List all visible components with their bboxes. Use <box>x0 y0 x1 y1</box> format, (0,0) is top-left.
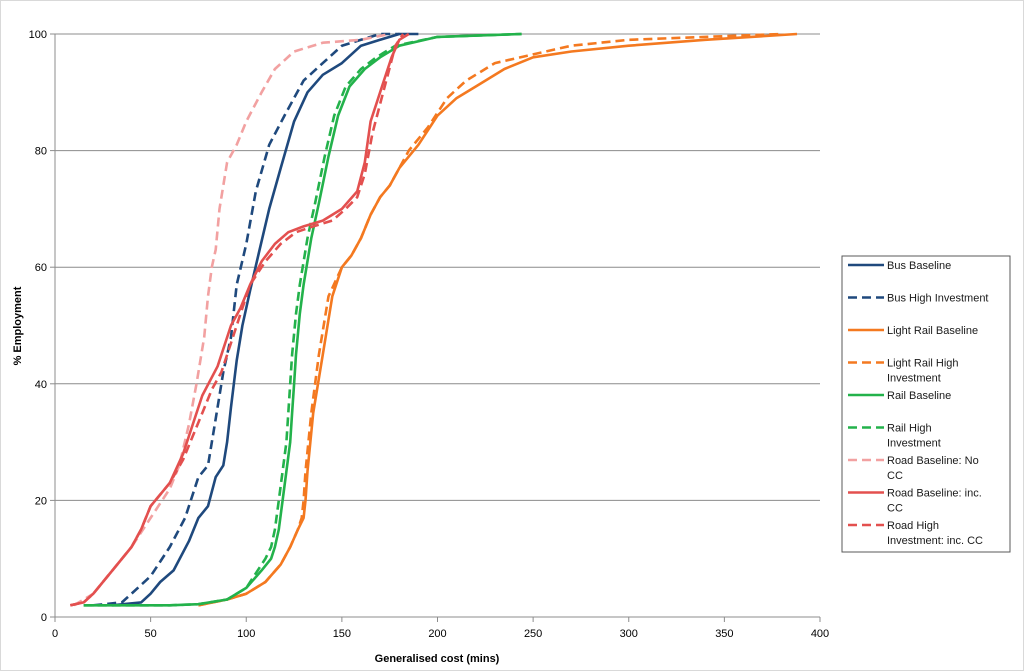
x-tick-label-200: 200 <box>428 628 446 640</box>
series-line-5 <box>83 32 522 607</box>
legend-label-1: Bus High Investment <box>887 293 989 305</box>
x-tick-label-400: 400 <box>811 628 829 640</box>
axes <box>50 33 821 622</box>
series-line-2 <box>198 32 798 607</box>
y-axis-title: % Employment <box>12 286 24 365</box>
series-line-6 <box>73 32 390 607</box>
legend-label-6: Road Baseline: No CC <box>887 455 979 482</box>
y-tick-label-40: 40 <box>35 379 47 391</box>
y-tick-label-0: 0 <box>41 612 47 624</box>
x-tick-labels: 0 50 100 150 200 250 300 350 400 <box>52 628 829 640</box>
y-tick-label-20: 20 <box>35 495 47 507</box>
legend-label-2: Light Rail Baseline <box>887 325 978 337</box>
x-tick-label-250: 250 <box>524 628 542 640</box>
legend-label-5: Rail High Investment <box>887 423 941 450</box>
y-tick-label-60: 60 <box>35 262 47 274</box>
y-tick-label-100: 100 <box>29 29 47 41</box>
series-line-8 <box>70 33 405 607</box>
series-line-1 <box>93 32 400 607</box>
y-tick-label-80: 80 <box>35 146 47 158</box>
series-lines <box>70 32 798 607</box>
series-line-0 <box>112 32 419 607</box>
x-tick-label-50: 50 <box>145 628 157 640</box>
x-tick-label-150: 150 <box>333 628 351 640</box>
x-tick-label-300: 300 <box>620 628 638 640</box>
legend-box <box>841 255 1011 553</box>
x-axis-title: Generalised cost (mins) <box>375 653 500 665</box>
y-tick-labels: 0 20 40 60 80 100 <box>29 29 47 624</box>
legend-label-0: Bus Baseline <box>887 260 951 272</box>
legend-label-3: Light Rail High Investment <box>887 358 959 385</box>
legend: Bus Baseline Bus High Investment Light Rai… <box>841 255 1011 553</box>
x-tick-label-350: 350 <box>715 628 733 640</box>
x-tick-label-0: 0 <box>52 628 58 640</box>
x-tick-label-100: 100 <box>237 628 255 640</box>
gridlines <box>55 33 820 501</box>
legend-label-8: Road High Investment: inc. CC <box>887 520 983 547</box>
legend-label-7: Road Baseline: inc. CC <box>887 488 982 515</box>
series-line-3 <box>198 32 782 607</box>
legend-label-4: Rail Baseline <box>887 390 951 402</box>
